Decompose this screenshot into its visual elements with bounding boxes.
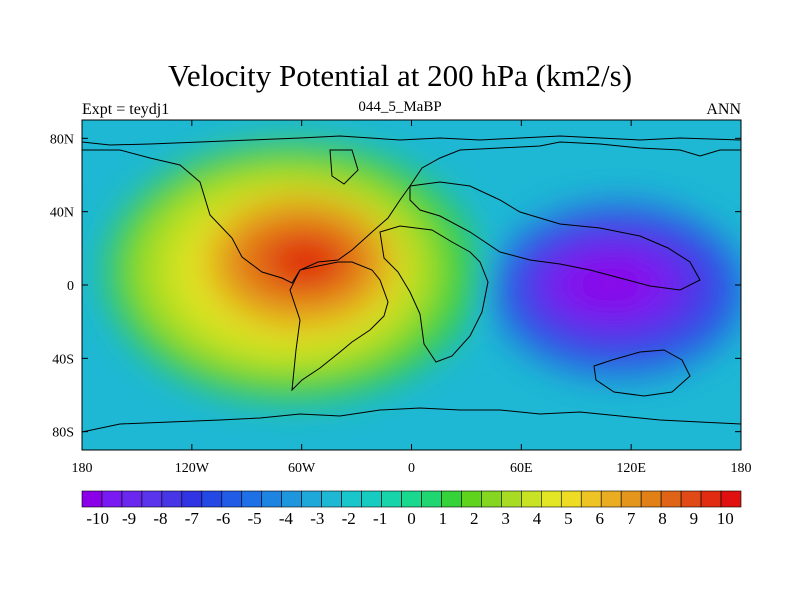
- colorbar-label: 2: [470, 509, 479, 528]
- arctic-coastline: [82, 135, 741, 146]
- y-tick-label: 40N: [50, 206, 74, 221]
- colorbar-label: -3: [310, 509, 324, 528]
- colorbar-box: [281, 490, 302, 508]
- colorbar-box: [640, 490, 662, 508]
- x-axis: 180 120W 60W 0 60E 120E 180: [72, 120, 752, 476]
- y-tick-label: 0: [67, 279, 74, 294]
- antarctica-coastline: [82, 407, 741, 433]
- colorbar-label: 3: [501, 509, 510, 528]
- colorbar-label: 9: [690, 509, 699, 528]
- colorbar-box: [341, 490, 362, 508]
- colorbar-box: [261, 490, 282, 508]
- australia-coastline: [593, 349, 691, 397]
- colorbar-box: [501, 490, 522, 508]
- field-layer: [82, 120, 741, 450]
- colorbar-boxes: [81, 490, 742, 508]
- colorbar-box: [141, 490, 163, 508]
- colorbar-box: [201, 490, 223, 508]
- colorbar-label: 6: [596, 509, 605, 528]
- colorbar-label: 8: [658, 509, 667, 528]
- y-tick-label: 80S: [52, 426, 74, 441]
- y-tick-label: 40S: [52, 352, 74, 367]
- colorbar-box: [580, 490, 602, 508]
- colorbar-box: [541, 490, 562, 508]
- colorbar-box: [221, 490, 243, 508]
- season-label: ANN: [706, 101, 741, 118]
- colorbar-box: [421, 490, 442, 508]
- colorbar-box: [321, 490, 342, 508]
- x-tick-label: 120W: [175, 461, 210, 476]
- colorbar-box: [660, 490, 682, 508]
- colorbar-label: -5: [248, 509, 262, 528]
- colorbar-box: [401, 490, 422, 508]
- colorbar-box: [121, 490, 143, 508]
- colorbar-box: [620, 490, 642, 508]
- colorbar-box: [481, 490, 502, 508]
- north-america-coastline: [82, 141, 741, 284]
- colorbar-label: 0: [407, 509, 416, 528]
- greenland-coastline: [329, 149, 359, 185]
- colorbar-box: [81, 490, 103, 508]
- colorbar-box: [521, 490, 542, 508]
- colorbar-box: [680, 490, 702, 508]
- colorbar-box: [441, 490, 462, 508]
- x-tick-label: 180: [72, 461, 93, 476]
- eurasia-coastline: [409, 181, 701, 291]
- colorbar-label: -7: [185, 509, 200, 528]
- colorbar-box: [301, 490, 322, 508]
- colorbar-box: [720, 490, 742, 508]
- chart-title: Velocity Potential at 200 hPa (km2/s): [167, 58, 633, 93]
- colorbar-box: [361, 490, 382, 508]
- coastlines: [82, 135, 741, 433]
- x-tick-label: 60E: [510, 461, 533, 476]
- south-america-coastline: [289, 261, 389, 392]
- colorbar-box: [600, 490, 622, 508]
- experiment-label: Expt = teydj1: [82, 101, 170, 118]
- period-label: 044_5_MaBP: [358, 99, 442, 115]
- colorbar-box: [560, 490, 582, 508]
- colorbar-box: [700, 490, 722, 508]
- colorbar-label: -9: [122, 509, 136, 528]
- colorbar-label: -8: [153, 509, 167, 528]
- colorbar-label: -10: [86, 509, 109, 528]
- colorbar-label: 1: [439, 509, 448, 528]
- y-tick-label: 80N: [50, 132, 74, 147]
- x-tick-label: 180: [731, 461, 752, 476]
- colorbar-box: [181, 490, 203, 508]
- colorbar-label: -1: [373, 509, 387, 528]
- colorbar-box: [381, 490, 402, 508]
- colorbar-label: -2: [342, 509, 356, 528]
- colorbar-label: 5: [564, 509, 573, 528]
- colorbar-label: 4: [533, 509, 542, 528]
- africa-coastline: [379, 225, 489, 363]
- x-tick-label: 60W: [288, 461, 316, 476]
- y-axis: 80N 40N 0 40S 80S: [50, 132, 741, 441]
- x-tick-label: 120E: [616, 461, 646, 476]
- colorbar-box: [101, 490, 123, 508]
- colorbar-box: [161, 490, 183, 508]
- x-tick-label: 0: [408, 461, 415, 476]
- colorbar-labels: -10 -9 -8 -7 -6 -5 -4 -3 -2 -1 0 1 2 3 4 5 6 7 8 9 10: [86, 509, 733, 528]
- colorbar-label: -4: [279, 509, 294, 528]
- colorbar-box: [461, 490, 482, 508]
- colorbar-label: 7: [627, 509, 636, 528]
- colorbar-box: [241, 490, 263, 508]
- colorbar-label: 10: [717, 509, 734, 528]
- colorbar-label: -6: [216, 509, 230, 528]
